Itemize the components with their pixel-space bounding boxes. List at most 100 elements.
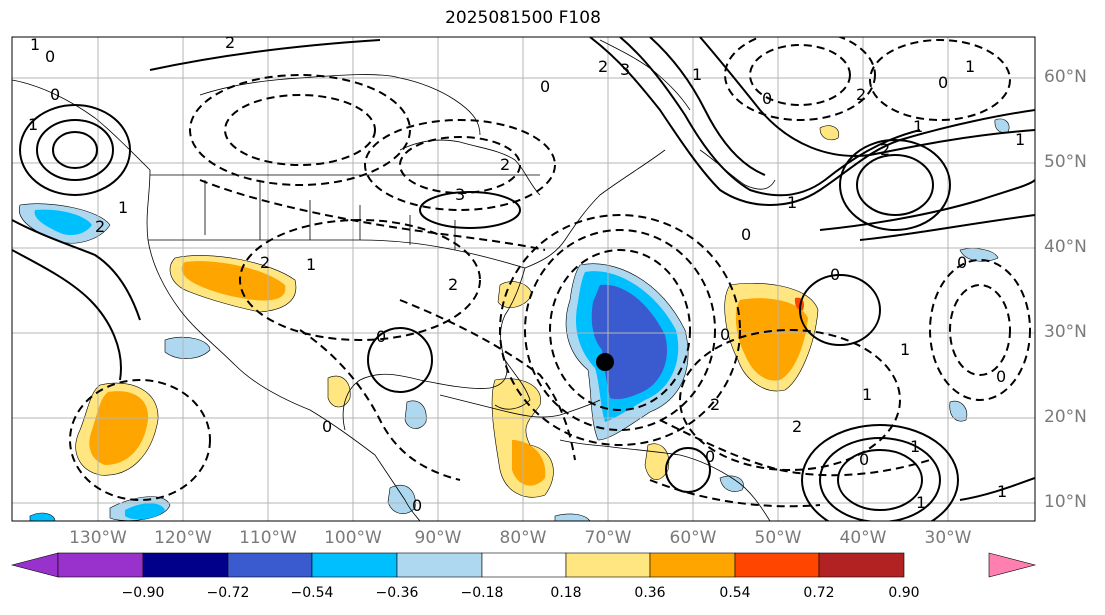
contour-label: 2 xyxy=(856,85,866,104)
lon-label: 40°W xyxy=(839,528,887,548)
contour-label: 2 xyxy=(225,33,235,52)
negative-anomaly-light-sa xyxy=(719,475,744,492)
contour-label: 0 xyxy=(762,89,772,108)
positive-anomaly-light-natl xyxy=(819,125,840,141)
lon-label: 60°W xyxy=(669,528,717,548)
contour-label: 3 xyxy=(455,185,465,204)
lon-label: 90°W xyxy=(414,528,462,548)
colorbar-tick: −0.18 xyxy=(460,585,504,601)
contour-label: 1 xyxy=(787,193,797,212)
contour-label: 1 xyxy=(997,482,1007,501)
contour-label: 1 xyxy=(965,57,975,76)
contour-label: 0 xyxy=(376,327,386,346)
colorbar-segment xyxy=(311,552,398,578)
contour-label: 1 xyxy=(306,255,316,274)
contour-label: 0 xyxy=(705,447,715,466)
colorbar-tick: 0.90 xyxy=(888,585,920,601)
contour-label: 1 xyxy=(118,198,128,217)
lon-label: 30°W xyxy=(924,528,972,548)
contour-label: 2 xyxy=(448,275,458,294)
contour-label: 2 xyxy=(598,57,608,76)
contour-label: 2 xyxy=(95,217,105,236)
contour-label: 0 xyxy=(859,450,869,469)
contour-label: 0 xyxy=(741,225,751,244)
contour-label: 1 xyxy=(862,385,872,404)
contour-label: 2 xyxy=(500,155,510,174)
colorbar-tick: −0.54 xyxy=(290,585,334,601)
colorbar-tick: −0.90 xyxy=(121,585,165,601)
colorbar-segment xyxy=(649,552,736,578)
positive-anomaly-mid-gulf xyxy=(512,440,546,486)
colorbar-segment xyxy=(734,552,820,578)
colorbar-extend-min xyxy=(10,552,59,578)
contour-label: 0 xyxy=(720,325,730,344)
colorbar-tick: 0.18 xyxy=(550,585,582,601)
colorbar-segment xyxy=(818,552,905,578)
lat-label: 50°N xyxy=(1044,152,1087,172)
positive-anomaly-light-gulfcoast xyxy=(327,375,351,408)
contour-labels: 1021021320122110123000221011010200011200… xyxy=(28,33,1025,515)
map-frame xyxy=(11,36,1036,522)
contour-label: 3 xyxy=(620,60,630,79)
contour-label: 2 xyxy=(260,253,270,272)
colorbar-tick: −0.72 xyxy=(206,585,250,601)
colorbar-segment xyxy=(565,552,651,578)
lat-label: 60°N xyxy=(1044,67,1087,87)
contour-label: 1 xyxy=(916,493,926,512)
contour-label: 0 xyxy=(830,265,840,284)
lon-label: 110°W xyxy=(239,528,297,548)
colorbar-segment xyxy=(396,552,483,578)
contour-label: 1 xyxy=(692,65,702,84)
contours-positive xyxy=(12,37,1035,521)
negative-anomaly-light-bottom xyxy=(29,512,56,521)
contour-label: 2 xyxy=(880,140,890,159)
contour-label: 1 xyxy=(913,117,923,136)
lon-label: 50°W xyxy=(754,528,802,548)
negative-anomaly-light-ne xyxy=(959,248,999,262)
colorbar-tick: 0.72 xyxy=(803,585,835,601)
lon-label: 100°W xyxy=(324,528,382,548)
contour-label: 0 xyxy=(957,253,967,272)
contour-label: 1 xyxy=(1015,130,1025,149)
contour-label: 0 xyxy=(996,367,1006,386)
lon-label: 70°W xyxy=(584,528,632,548)
positive-anomaly-mid-pac xyxy=(89,391,149,465)
colorbar-tick: 0.36 xyxy=(634,585,666,601)
contour-label: 1 xyxy=(900,340,910,359)
lon-label: 130°W xyxy=(69,528,127,548)
contour-label: 1 xyxy=(28,115,38,134)
colorbar-tick: 0.54 xyxy=(719,585,751,601)
lat-label: 10°N xyxy=(1044,492,1087,512)
contour-label: 0 xyxy=(45,47,55,66)
lat-label: 40°N xyxy=(1044,237,1087,257)
colorbar-tick: −0.36 xyxy=(375,585,419,601)
negative-anomaly-mid-pac2 xyxy=(125,503,165,520)
contour-label: 0 xyxy=(50,85,60,104)
contour-label: 0 xyxy=(322,417,332,436)
contour-label: 2 xyxy=(792,417,802,436)
colorbar-segment xyxy=(481,552,567,578)
colorbar-segment xyxy=(57,552,144,578)
contours-negative xyxy=(69,37,1031,508)
lat-label: 30°N xyxy=(1044,322,1087,342)
positive-anomaly-light-carib xyxy=(644,443,670,480)
map-title: 2025081500 F108 xyxy=(445,8,601,28)
colorbar-extend-max xyxy=(988,552,1037,578)
negative-anomaly-light-carib xyxy=(404,400,427,429)
negative-anomaly-light-bottom2 xyxy=(554,513,591,521)
contour-label: 0 xyxy=(412,496,422,515)
contour-label: 2 xyxy=(710,395,720,414)
positive-anomaly-mid-atl xyxy=(735,298,808,381)
colorbar xyxy=(10,552,1037,578)
negative-anomaly-light-tropatl xyxy=(949,400,968,422)
contour-label: 1 xyxy=(910,437,920,456)
lon-label: 120°W xyxy=(154,528,212,548)
negative-anomaly-light-baja xyxy=(164,336,211,359)
contour-label: 0 xyxy=(938,73,948,92)
negative-anomaly-strong xyxy=(591,284,668,400)
contour-label: 0 xyxy=(540,77,550,96)
graticule xyxy=(12,37,1035,521)
lat-label: 20°N xyxy=(1044,407,1087,427)
colorbar-segment xyxy=(227,552,313,578)
